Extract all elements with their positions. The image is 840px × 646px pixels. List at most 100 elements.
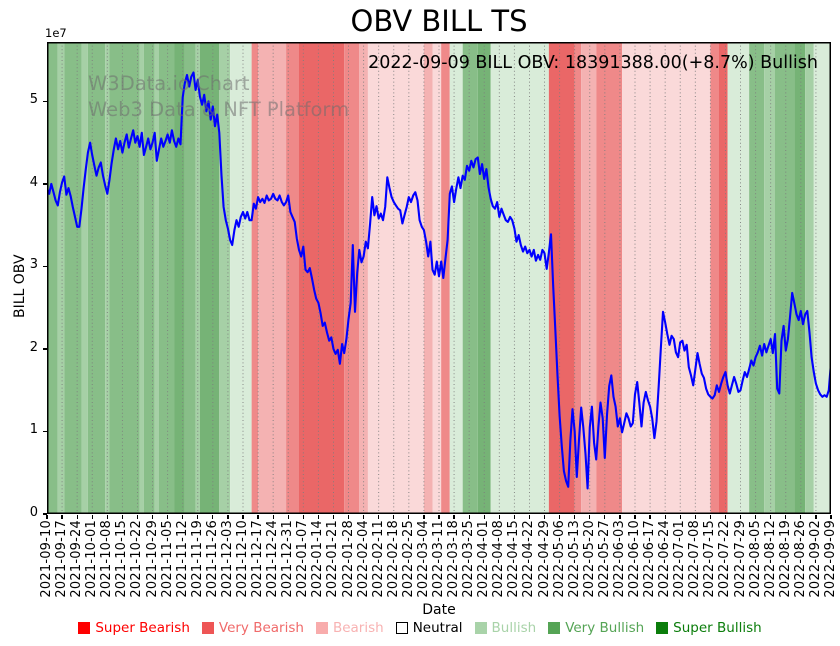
sentiment-band-bup — [490, 42, 549, 514]
x-tick-label: 2022-05-20 — [581, 520, 597, 598]
legend-label-very-bullish: Very Bullish — [565, 620, 645, 636]
x-tick — [724, 514, 727, 519]
x-tick-label: 2022-03-11 — [431, 520, 446, 598]
x-tick — [106, 514, 108, 519]
sentiment-band-vb — [109, 42, 140, 514]
x-tick — [649, 514, 651, 519]
legend-item-bullish: Bullish — [474, 620, 536, 636]
x-tick — [543, 514, 546, 519]
watermark-line2: Web3 Data & NFT Platform — [88, 97, 350, 121]
sentiment-band-vbe — [596, 42, 623, 514]
x-tick — [619, 514, 621, 519]
x-tick — [363, 514, 365, 519]
x-tick — [498, 514, 500, 519]
latest-value-annotation: 2022-09-09 BILL OBV: 18391388.00(+8.7%) … — [368, 53, 818, 73]
sentiment-band-vbe — [710, 42, 719, 514]
obv-line — [47, 71, 831, 490]
x-tick-label: 2022-03-04 — [415, 520, 431, 598]
x-tick-label: 2022-05-27 — [596, 520, 612, 598]
x-tick-label: 2021-12-10 — [235, 520, 250, 598]
x-tick — [438, 514, 440, 519]
sentiment-band-vb — [749, 42, 765, 514]
x-tick — [347, 514, 350, 519]
x-tick-label: 2022-04-15 — [506, 520, 522, 598]
x-tick-label: 2021-10-01 — [84, 520, 100, 598]
x-tick — [604, 514, 606, 519]
x-tick — [91, 514, 93, 519]
x-tick-label: 2022-09-02 — [807, 520, 823, 598]
x-tick-label: 2022-01-14 — [310, 520, 326, 598]
sentiment-band-be — [359, 42, 368, 514]
x-tick — [423, 514, 425, 519]
x-tick — [46, 514, 48, 519]
x-tick-label: 2022-08-12 — [762, 520, 778, 598]
x-tick — [453, 514, 455, 519]
legend-label-bearish: Bearish — [332, 620, 384, 636]
x-tick — [679, 514, 681, 519]
y-tick-label: 5 — [29, 92, 38, 108]
x-tick-label: 2022-04-29 — [536, 520, 552, 598]
x-tick — [709, 514, 711, 519]
legend-swatch-super-bullish — [656, 622, 669, 634]
x-tick-label: 2021-10-22 — [129, 520, 145, 598]
legend-label-super-bearish: Super Bearish — [95, 620, 190, 636]
x-tick — [287, 514, 289, 519]
sentiment-band-bu — [139, 42, 144, 514]
sentiment-band-vb — [47, 42, 58, 514]
x-tick — [634, 514, 636, 519]
x-tick-label: 2021-12-03 — [219, 520, 235, 598]
x-tick-label: 2022-01-28 — [340, 520, 356, 598]
y-tick-label: 1 — [29, 422, 38, 438]
plot-svg — [47, 42, 831, 514]
legend-item-very-bullish: Very Bullish — [548, 620, 644, 636]
y-tick — [42, 183, 47, 185]
y-tick-label: 2 — [29, 339, 38, 355]
sentiment-band-vbes — [299, 42, 345, 514]
sentiment-band-vb — [462, 42, 478, 514]
sentiment-band-vbe — [286, 42, 299, 514]
x-tick-label: 2021-09-10 — [39, 520, 54, 598]
legend-item-super-bearish: Super Bearish — [78, 620, 190, 636]
x-tick — [770, 514, 772, 519]
legend-swatch-neutral — [395, 622, 408, 634]
x-axis-title: Date — [422, 602, 456, 618]
x-tick-label: 2022-01-21 — [325, 520, 341, 598]
x-tick — [227, 514, 229, 519]
legend-item-bearish: Bearish — [315, 620, 384, 636]
x-tick — [257, 514, 259, 519]
sentiment-band-vbe — [574, 42, 582, 514]
x-tick — [302, 514, 304, 519]
x-tick-label: 2022-08-19 — [777, 520, 793, 598]
x-tick-label: 2022-06-17 — [642, 520, 658, 598]
plot-border — [47, 42, 831, 514]
legend-label-very-bearish: Very Bearish — [218, 620, 304, 636]
sentiment-band-vb — [184, 42, 196, 514]
sentiment-band-bu — [805, 42, 814, 514]
legend-swatch-bearish — [315, 622, 328, 634]
sentiment-band-vb — [159, 42, 175, 514]
legend-swatch-very-bearish — [201, 622, 214, 634]
x-tick-label: 2022-06-24 — [657, 520, 673, 598]
sentiment-band-vbd — [174, 42, 185, 514]
x-tick — [574, 514, 576, 519]
sentiment-band-bu — [57, 42, 65, 514]
x-tick-label: 2022-03-18 — [446, 520, 462, 598]
x-tick-label: 2021-11-12 — [174, 520, 190, 598]
x-tick-label: 2022-03-25 — [461, 520, 477, 598]
sentiment-band-be — [258, 42, 287, 514]
y-tick — [42, 430, 47, 433]
legend-swatch-bullish — [474, 622, 487, 634]
sentiment-band-be — [423, 42, 433, 514]
legend-swatch-very-bullish — [548, 622, 561, 634]
sentiment-band-vbd — [794, 42, 806, 514]
x-tick — [694, 514, 696, 519]
x-tick — [61, 514, 63, 519]
sentiment-band-vbe — [251, 42, 259, 514]
watermark-line1: W3Data.io Chart — [88, 72, 250, 95]
x-tick-label: 2022-04-22 — [521, 520, 537, 598]
sentiment-band-bup — [449, 42, 463, 514]
x-tick-label: 2022-07-22 — [717, 520, 733, 598]
sentiment-band-bup — [727, 42, 750, 514]
x-tick — [559, 514, 561, 519]
